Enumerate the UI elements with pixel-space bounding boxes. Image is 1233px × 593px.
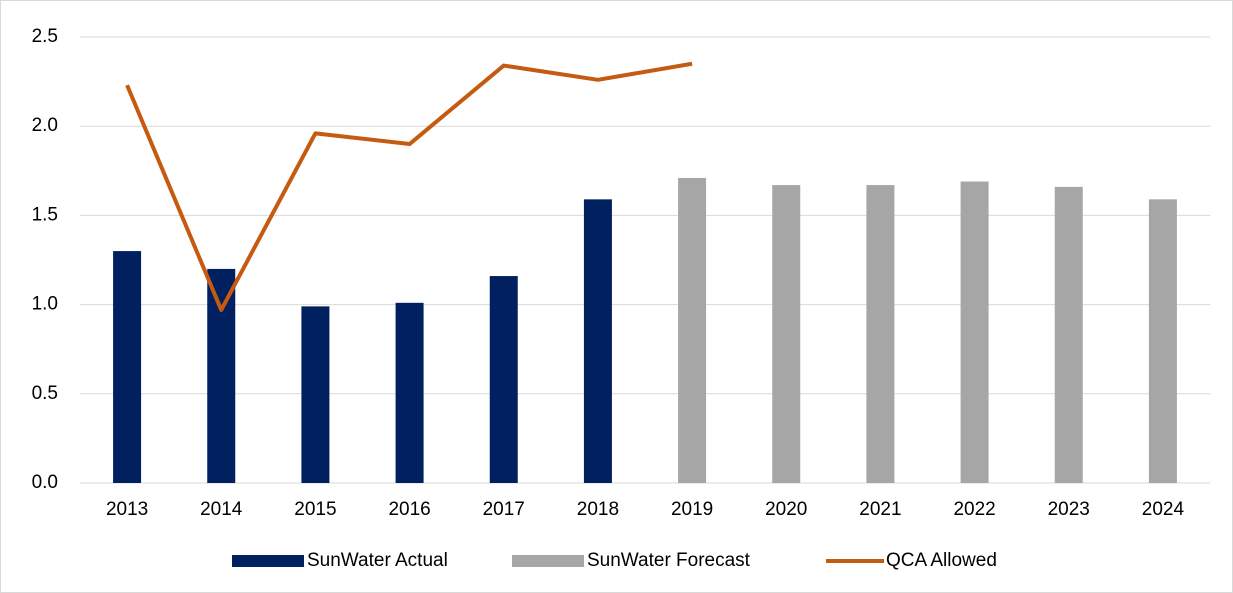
bar [113, 251, 142, 483]
bar [583, 199, 612, 483]
y-tick-label: 2.0 [32, 115, 58, 136]
bar [772, 185, 801, 483]
x-tick-label: 2018 [577, 499, 619, 520]
bar [960, 181, 989, 483]
y-tick-label: 1.5 [32, 204, 58, 225]
bar [866, 185, 895, 483]
x-tick-label: 2016 [388, 499, 430, 520]
bar [489, 276, 518, 483]
x-tick-label: 2023 [1048, 499, 1090, 520]
y-tick-label: 1.0 [32, 294, 58, 315]
bar [678, 177, 707, 483]
legend-label: SunWater Forecast [587, 550, 751, 571]
legend-swatch [512, 555, 584, 567]
bar [1054, 186, 1083, 483]
y-tick-label: 2.5 [32, 26, 58, 47]
bar [301, 306, 330, 483]
x-tick-label: 2024 [1142, 499, 1185, 520]
x-tick-label: 2013 [106, 499, 148, 520]
y-tick-label: 0.0 [32, 472, 58, 493]
bar [207, 268, 236, 483]
x-tick-label: 2015 [294, 499, 336, 520]
x-tick-label: 2021 [859, 499, 901, 520]
x-tick-label: 2019 [671, 499, 713, 520]
x-tick-label: 2020 [765, 499, 807, 520]
legend-swatch [232, 555, 304, 567]
bar [395, 302, 424, 483]
legend-label: SunWater Actual [307, 550, 448, 571]
x-tick-label: 2022 [953, 499, 995, 520]
x-tick-label: 2014 [200, 499, 243, 520]
y-tick-label: 0.5 [32, 383, 58, 404]
line [125, 61, 693, 312]
x-tick-label: 2017 [483, 499, 525, 520]
legend-label: QCA Allowed [886, 550, 997, 571]
bar [1148, 199, 1177, 483]
